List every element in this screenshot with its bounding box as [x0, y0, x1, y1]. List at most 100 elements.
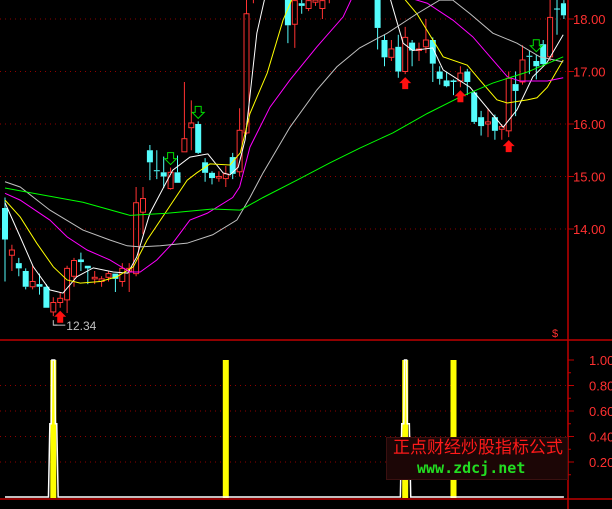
candle-body	[181, 138, 188, 153]
candle-up	[50, 297, 57, 317]
signal-bar	[50, 360, 57, 498]
signal-bar	[450, 360, 457, 498]
candle-up	[140, 187, 146, 235]
watermark-title: 正点财经炒股指标公式	[393, 438, 563, 458]
moving-average-line	[4, 56, 564, 216]
candle-down	[84, 265, 91, 285]
y-tick-label: 1.00	[589, 353, 612, 368]
low-price-label: 12.34	[66, 319, 96, 333]
y-tick-label: 17.00	[573, 65, 606, 80]
buy-arrow-icon	[399, 77, 412, 90]
candle-down	[443, 71, 450, 88]
candle-body	[512, 84, 519, 91]
candle-body	[195, 124, 202, 153]
candle-down	[112, 273, 119, 292]
candle-body	[236, 129, 243, 173]
candle-body	[112, 273, 119, 279]
candle-down	[77, 252, 84, 271]
candle-down	[464, 68, 471, 96]
signal-bar	[222, 360, 229, 498]
buy-arrow-icon	[454, 90, 467, 103]
candle-down	[36, 273, 43, 295]
candle-body	[429, 40, 436, 64]
candle-body	[485, 121, 491, 125]
candle-body	[478, 117, 485, 127]
candle-up	[133, 187, 140, 277]
candle-body	[491, 117, 498, 131]
candle-body	[29, 281, 36, 288]
candle-body	[77, 259, 84, 263]
candle-body	[291, 0, 298, 25]
watermark-url: www.zdcj.net	[417, 459, 526, 477]
candle-down	[381, 34, 388, 67]
grid-lines	[0, 18, 566, 463]
candle-up	[312, 0, 319, 6]
candle-up	[252, 0, 254, 4]
candle-body	[547, 16, 554, 58]
candle-body	[2, 208, 8, 240]
candle-down	[229, 152, 236, 180]
moving-average-line	[4, 0, 564, 273]
sell-arrow-icon	[163, 152, 178, 166]
candle-up	[416, 42, 422, 61]
candle-body	[464, 71, 471, 82]
candle-body	[374, 0, 381, 28]
candle-up	[188, 100, 195, 151]
candle-down	[374, 0, 381, 50]
candle-body	[50, 302, 57, 313]
y-tick-label: 14.00	[573, 222, 606, 237]
candle-body	[209, 172, 215, 179]
signal-line	[5, 359, 564, 498]
candle-up	[167, 167, 174, 190]
y-tick-label: 0.20	[589, 455, 612, 470]
candle-body	[540, 44, 547, 65]
candle-body	[91, 276, 98, 280]
y-tick-label: 15.00	[573, 170, 606, 185]
candle-body	[498, 126, 505, 130]
y-tick-label: 0.80	[589, 379, 612, 394]
candle-body	[319, 0, 326, 9]
candle-up	[485, 108, 491, 138]
candle-up	[181, 82, 188, 153]
candle-up	[243, 0, 250, 135]
candle-up	[519, 45, 526, 85]
candle-down	[478, 110, 485, 136]
candle-down	[22, 268, 29, 290]
candle-up	[305, 0, 312, 12]
candle-body	[312, 0, 319, 3]
low-marker-arrow-icon	[52, 320, 58, 326]
candle-body	[409, 42, 416, 51]
candle-body	[436, 71, 443, 79]
candle-body	[243, 13, 250, 134]
candle-body	[560, 3, 566, 16]
candle-down	[202, 158, 209, 182]
candle-body	[305, 0, 312, 9]
candle-up	[57, 292, 64, 308]
y-tick-label: 0.60	[589, 404, 612, 419]
candle-up	[319, 0, 326, 19]
candle-body	[422, 39, 429, 48]
buy-arrow-icon	[502, 140, 515, 153]
candle-down	[471, 91, 478, 124]
y-tick-label: 18.00	[573, 12, 606, 27]
candle-body	[84, 265, 91, 269]
watermark: 正点财经炒股指标公式 www.zdcj.net	[386, 437, 568, 480]
sell-arrow-icon	[529, 39, 544, 53]
candle-down	[195, 121, 202, 154]
sell-arrow-icon	[190, 105, 206, 120]
candle-body	[140, 198, 146, 213]
moving-average-line	[4, 0, 564, 248]
signal-markers: 12.34	[52, 39, 544, 333]
candle-up	[236, 108, 243, 177]
candle-down	[540, 40, 547, 67]
candle-body	[15, 263, 22, 269]
candle-down	[450, 79, 457, 96]
candle-body	[188, 122, 195, 129]
signal-bar	[402, 360, 409, 498]
candle-down	[554, 0, 560, 35]
candle-body	[160, 172, 167, 177]
candle-down	[560, 0, 566, 19]
candle-body	[146, 150, 153, 163]
